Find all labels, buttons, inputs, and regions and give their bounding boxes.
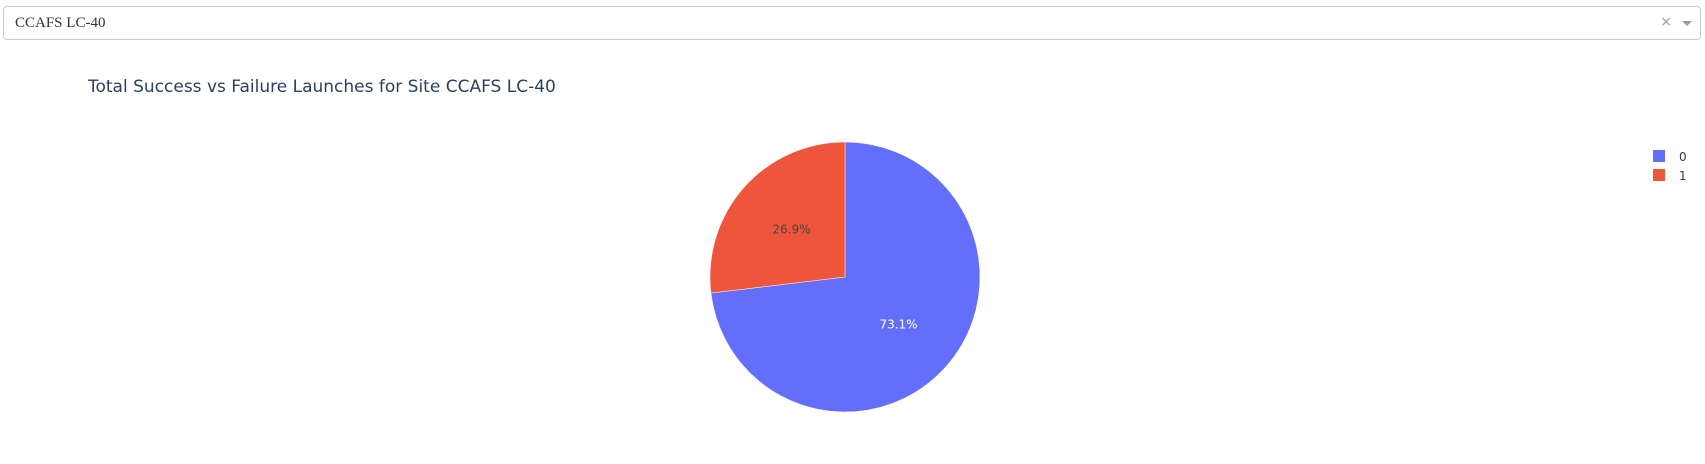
- site-dropdown-value: CCAFS LC-40: [15, 15, 106, 31]
- pie-slice-1[interactable]: [709, 141, 846, 294]
- pie-slice-label-1: 26.9%: [772, 223, 810, 237]
- legend-swatch-0: [1653, 150, 1665, 162]
- legend-item-1[interactable]: 1: [1653, 169, 1687, 183]
- pie-slices: [709, 141, 981, 413]
- chevron-down-icon[interactable]: [1682, 21, 1692, 26]
- close-icon[interactable]: ×: [1660, 14, 1672, 30]
- pie-slice-0[interactable]: [710, 141, 981, 413]
- site-dropdown[interactable]: CCAFS LC-40 ×: [3, 6, 1701, 40]
- legend-item-0[interactable]: 0: [1653, 150, 1687, 164]
- pie-chart: Total Success vs Failure Launches for Si…: [87, 77, 1687, 413]
- legend-label-1: 1: [1679, 169, 1687, 183]
- chart-legend: 01: [1653, 150, 1687, 183]
- legend-label-0: 0: [1679, 150, 1687, 164]
- chart-title: Total Success vs Failure Launches for Si…: [87, 77, 556, 97]
- pie-slice-label-0: 73.1%: [879, 317, 917, 331]
- pie-slice-labels: 73.1% 26.9%: [772, 223, 917, 332]
- legend-swatch-1: [1653, 169, 1665, 181]
